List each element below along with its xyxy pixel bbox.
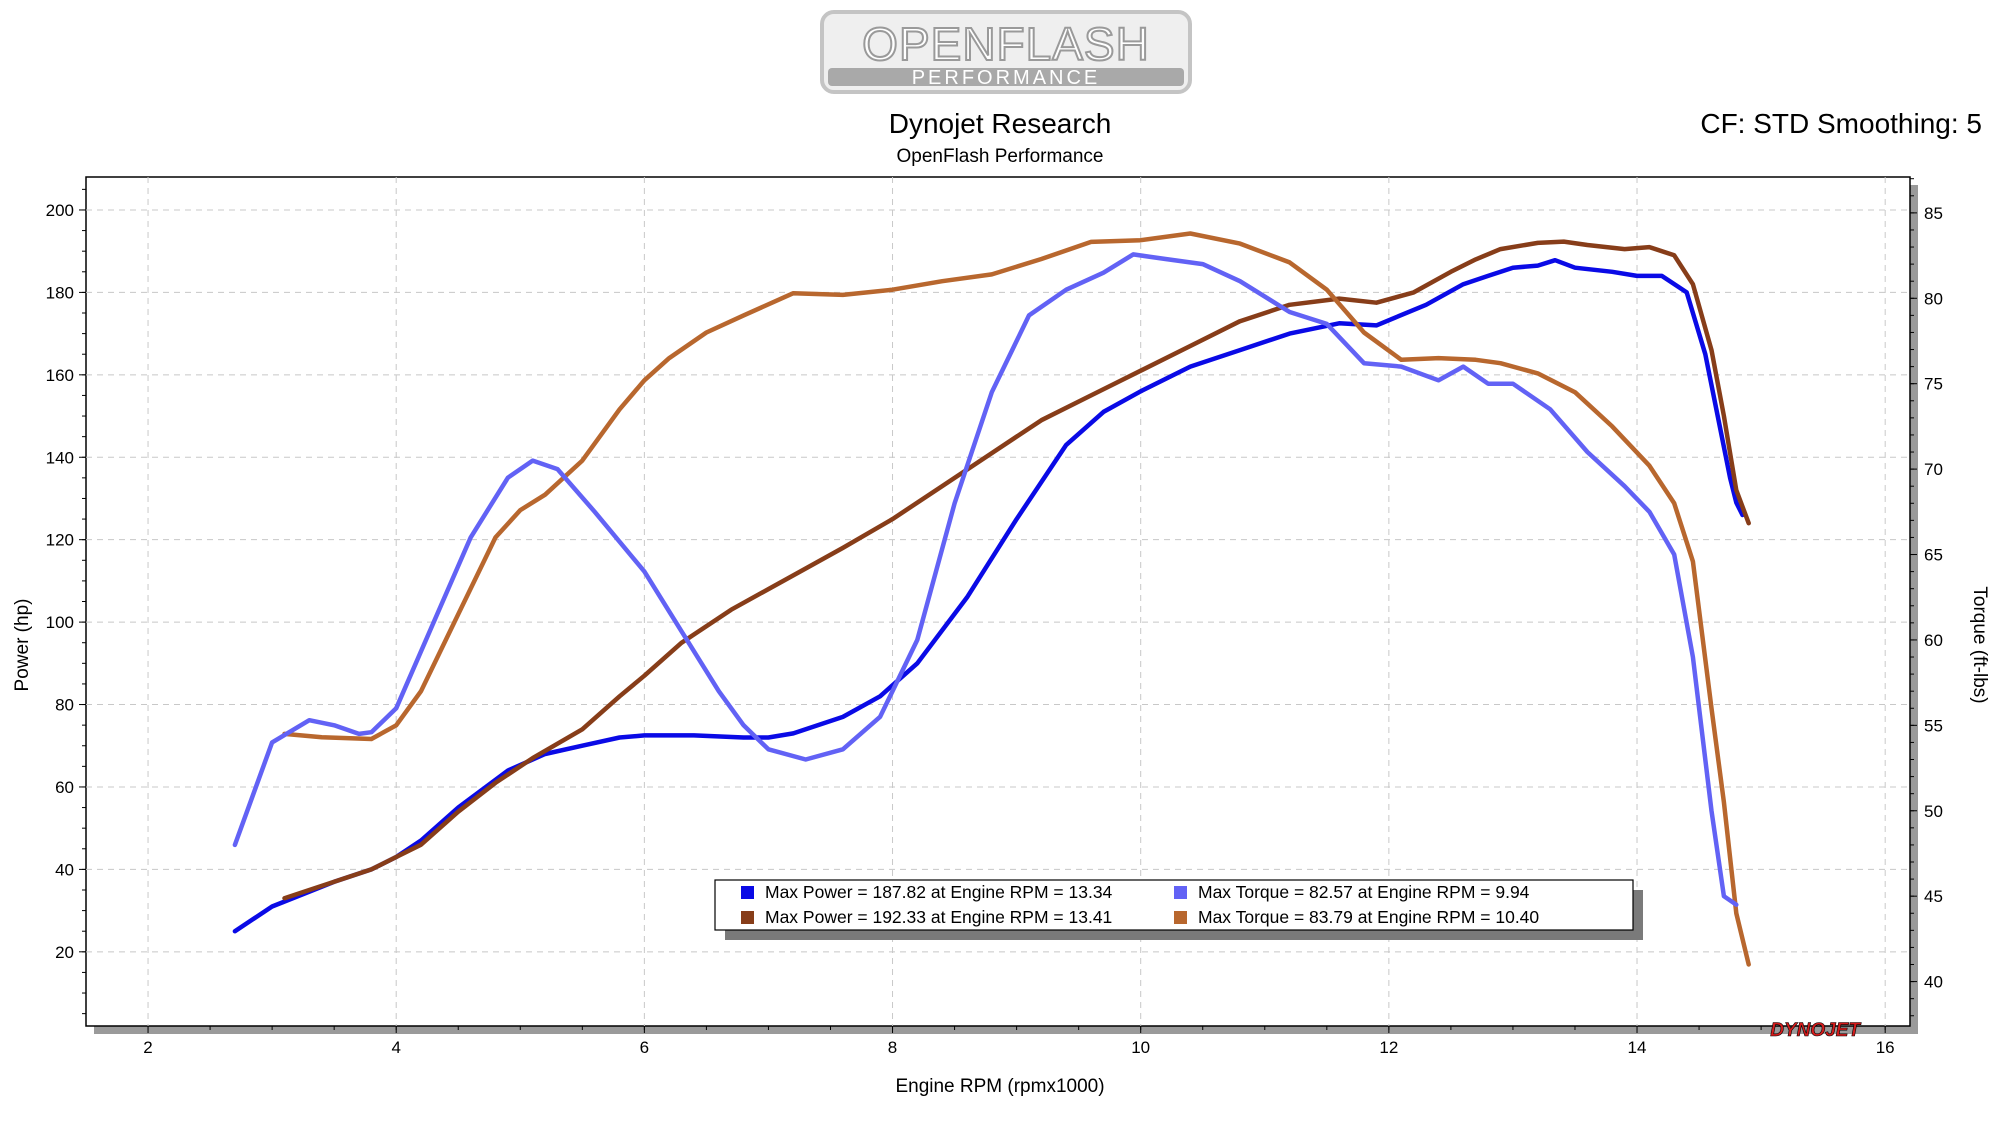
dynojet-wordmark: DYNOJET [1770,1020,1861,1041]
series-lines [232,231,1751,967]
y2-tick-label: 70 [1924,460,1943,479]
y2-tick-label: 85 [1924,204,1943,223]
y2-tick-label: 45 [1924,887,1943,906]
x-tick-label: 12 [1379,1038,1398,1057]
series-line-3 [232,252,1739,907]
y2-tick-label: 75 [1924,375,1943,394]
legend: Max Power = 187.82 at Engine RPM = 13.34… [714,879,1643,940]
openflash-logo: OPENFLASH PERFORMANCE [820,10,1192,94]
legend-swatch [741,911,754,924]
y-tick-label: 40 [55,860,74,879]
y-tick-label: 160 [46,366,74,385]
y2-tick-label: 60 [1924,631,1943,650]
correction-factor-label: CF: STD Smoothing: 5 [1700,108,1982,139]
logo-text-bottom: PERFORMANCE [912,67,1101,89]
chart-title: Dynojet Research [888,108,1112,139]
series-line-4 [282,231,1751,967]
series-line-2 [282,239,1751,901]
x-tick-label: 14 [1628,1038,1647,1057]
y2-tick-label: 55 [1924,716,1943,735]
y-tick-label: 60 [55,778,74,797]
x-tick-label: 8 [888,1038,897,1057]
y2-tick-label: 40 [1924,973,1943,992]
y2-axis-label: Torque (ft-lbs) [1969,586,1990,703]
legend-swatch [741,886,754,899]
x-axis-label: Engine RPM (rpmx1000) [895,1076,1104,1097]
axis-ticks: 2 4 6 8 10 12 14 16 20 40 60 80 100 120 140 160 180 200 40… [46,178,1943,1057]
x-tick-label: 16 [1876,1038,1895,1057]
y2-tick-label: 50 [1924,802,1943,821]
y2-tick-label: 65 [1924,546,1943,565]
y-tick-label: 20 [55,943,74,962]
y2-tick-label: 80 [1924,289,1943,308]
legend-entry: Max Torque = 83.79 at Engine RPM = 10.40 [1198,907,1539,927]
y-tick-label: 120 [46,531,74,550]
x-tick-label: 6 [640,1038,649,1057]
legend-swatch [1174,911,1187,924]
y-tick-label: 200 [46,201,74,220]
y-axis-label: Power (hp) [12,599,33,692]
legend-entry: Max Power = 192.33 at Engine RPM = 13.41 [765,907,1112,927]
legend-entry: Max Torque = 82.57 at Engine RPM = 9.94 [1198,882,1530,902]
y-tick-label: 180 [46,283,74,302]
x-tick-label: 4 [391,1038,400,1057]
y-tick-label: 100 [46,613,74,632]
chart-subtitle: OpenFlash Performance [896,146,1104,167]
legend-entry: Max Power = 187.82 at Engine RPM = 13.34 [765,882,1113,902]
x-tick-label: 2 [143,1038,152,1057]
y-tick-label: 80 [55,696,74,715]
logo-text-top: OPENFLASH [862,18,1150,70]
y-tick-label: 140 [46,448,74,467]
x-tick-label: 10 [1131,1038,1150,1057]
legend-swatch [1174,886,1187,899]
